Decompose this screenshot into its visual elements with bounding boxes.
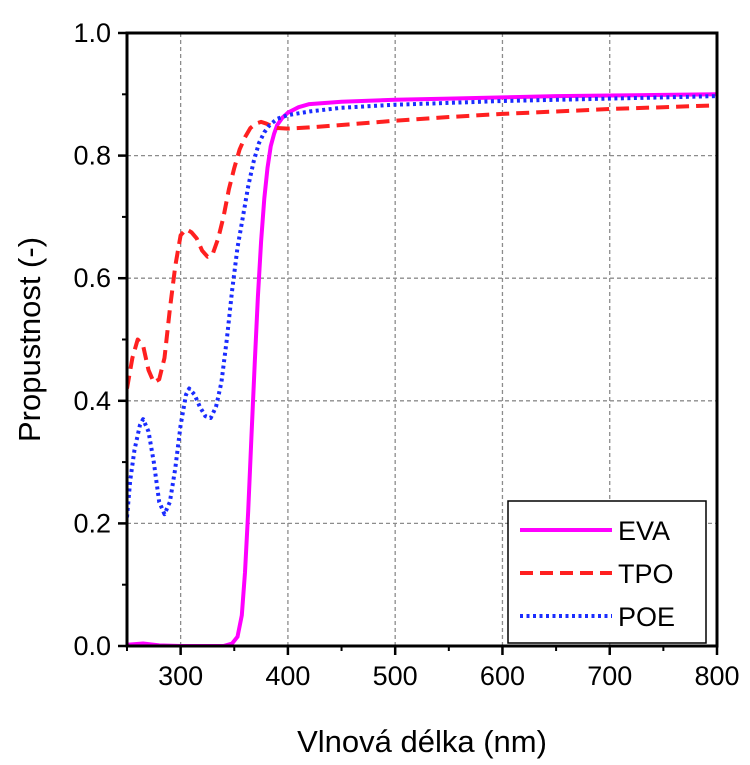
y-tick-label: 0.4 <box>73 386 111 416</box>
y-tick-label: 0.8 <box>73 141 111 171</box>
y-tick-label: 0.2 <box>73 508 111 538</box>
series-line-poe <box>127 94 717 518</box>
x-tick-label: 700 <box>587 661 632 691</box>
legend-label-tpo: TPO <box>618 559 674 589</box>
y-tick-label: 0.0 <box>73 631 111 661</box>
y-tick-label: 1.0 <box>73 18 111 48</box>
series-line-tpo <box>127 103 717 389</box>
y-tick-label: 0.6 <box>73 263 111 293</box>
legend: EVA TPO POE <box>507 500 707 644</box>
legend-label-poe: POE <box>618 602 675 632</box>
x-tick-label: 400 <box>265 661 310 691</box>
x-tick-label: 300 <box>158 661 203 691</box>
x-tick-label: 600 <box>480 661 525 691</box>
x-axis-title: Vlnová délka (nm) <box>297 724 547 759</box>
axis-ticks: 300 400 500 600 700 800 0.0 0.2 0.4 0.6 0.8 1.0 <box>73 18 739 691</box>
y-axis-title: Propustnost (-) <box>12 237 47 442</box>
x-tick-label: 500 <box>373 661 418 691</box>
x-tick-label: 800 <box>694 661 739 691</box>
legend-label-eva: EVA <box>618 516 670 546</box>
